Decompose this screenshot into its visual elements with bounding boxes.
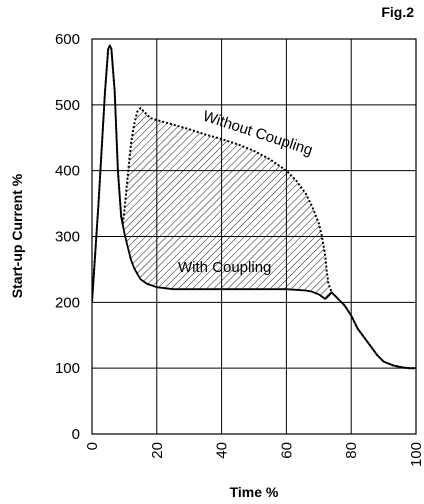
shaded-region xyxy=(92,45,416,369)
figure-label: Fig.2 xyxy=(381,4,414,20)
annotation-with-coupling: With Coupling xyxy=(178,259,271,276)
y-tick-label: 600 xyxy=(55,31,80,48)
plot-frame xyxy=(91,38,417,435)
y-axis-label: Start-up Current % xyxy=(9,173,25,298)
series-line-with-coupling xyxy=(92,44,416,370)
x-tick-label: 20 xyxy=(149,442,166,459)
x-tick-label: 0 xyxy=(84,442,101,450)
x-axis-label: Time % xyxy=(230,484,279,500)
x-tick-label: 60 xyxy=(278,442,295,459)
y-tick-label: 200 xyxy=(55,294,80,311)
series-layer xyxy=(92,44,416,370)
x-tick-label: 40 xyxy=(214,442,231,459)
y-tick-label: 100 xyxy=(55,360,80,377)
y-tick-label: 300 xyxy=(55,229,80,246)
x-tick-label: 80 xyxy=(343,442,360,459)
y-tick-label: 0 xyxy=(72,426,80,443)
y-tick-label: 400 xyxy=(55,163,80,180)
tick-label-layer: 0 20 40 60 80 100 0 100 200 300 400 500 600 xyxy=(55,31,424,467)
y-tick-label: 500 xyxy=(55,97,80,114)
x-tick-label: 100 xyxy=(408,442,424,467)
shaded-region-layer xyxy=(92,45,416,369)
